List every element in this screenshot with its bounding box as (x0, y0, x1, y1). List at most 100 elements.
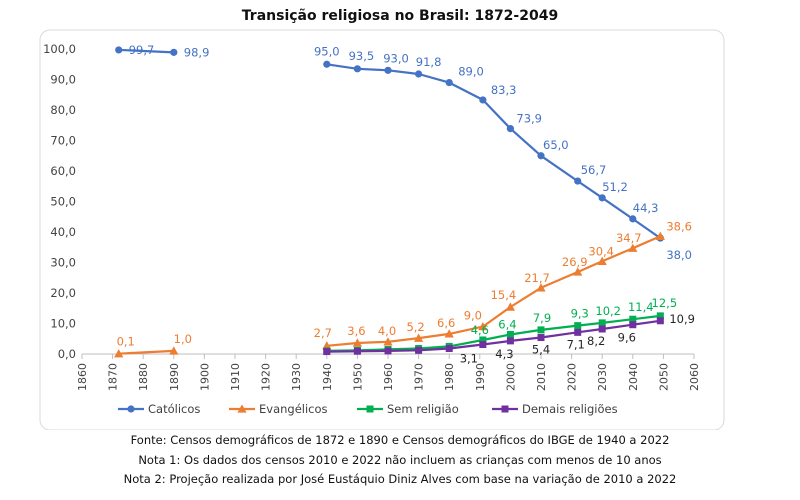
x-tick-label: 2050 (657, 363, 670, 391)
data-label: 3,6 (347, 324, 365, 338)
data-point (479, 96, 487, 104)
data-label: 7,9 (533, 311, 551, 325)
data-label: 4,0 (378, 324, 396, 338)
legend-marker (501, 405, 509, 413)
legend-label: Demais religiões (522, 402, 618, 416)
x-tick-label: 1900 (198, 363, 211, 391)
data-label: 44,3 (633, 201, 659, 215)
data-point (573, 267, 583, 276)
data-point (169, 346, 179, 355)
x-tick-label: 1990 (474, 363, 487, 391)
data-label: 51,2 (602, 180, 628, 194)
series-line (326, 63, 661, 240)
data-label: 83,3 (491, 83, 517, 97)
data-label: 38,0 (666, 248, 692, 262)
data-label: 65,0 (543, 138, 569, 152)
legend-marker (127, 405, 135, 413)
data-label: 7,1 (567, 337, 585, 351)
data-point (574, 322, 582, 330)
y-tick-label: 90,0 (50, 73, 76, 87)
series-line (326, 235, 661, 347)
data-point (383, 337, 393, 346)
data-label: 93,0 (383, 51, 409, 65)
data-point (384, 66, 392, 74)
legend-label: Evangélicos (259, 402, 328, 416)
data-point (628, 243, 638, 252)
data-point (506, 330, 514, 338)
data-label: 99,7 (129, 43, 155, 57)
series-line (118, 349, 174, 355)
legend-label: Sem religião (387, 402, 459, 416)
series-line (326, 319, 661, 353)
data-label: 26,9 (562, 255, 588, 269)
data-label: 5,2 (406, 320, 424, 334)
data-label: 0,1 (117, 335, 135, 349)
x-tick-label: 1860 (76, 363, 89, 391)
x-tick-label: 1880 (137, 363, 150, 391)
data-point (353, 347, 361, 355)
x-tick-label: 1920 (260, 363, 273, 391)
data-point (384, 347, 392, 355)
data-point (506, 125, 514, 133)
data-label: 2,7 (314, 326, 332, 340)
data-label: 9,6 (618, 331, 636, 345)
data-label: 4,6 (471, 323, 489, 337)
x-tick-label: 1950 (351, 363, 364, 391)
data-point (479, 336, 487, 344)
x-tick-label: 1910 (229, 363, 242, 391)
x-tick-label: 2060 (688, 363, 701, 391)
chart-notes: Fonte: Censos demográficos de 1872 e 189… (0, 431, 800, 490)
x-tick-label: 1940 (321, 363, 334, 391)
data-point (322, 341, 332, 350)
data-point (115, 46, 123, 54)
data-label: 95,0 (314, 44, 340, 58)
y-tick-label: 30,0 (50, 256, 76, 270)
data-point (629, 315, 637, 323)
data-point (505, 302, 515, 311)
legend-label: Católicos (148, 402, 200, 416)
x-tick-label: 2030 (596, 363, 609, 391)
data-point (352, 338, 362, 347)
chart-area: 0,0 10,0 20,0 30,0 40,0 50,0 60,0 70,0 80,0 90,0 1… (39, 29, 725, 430)
x-tick-label: 2010 (535, 363, 548, 391)
data-label: 10,2 (595, 304, 621, 318)
data-label: 38,6 (666, 219, 692, 233)
data-label: 89,0 (458, 65, 484, 79)
y-tick-label: 10,0 (50, 317, 76, 331)
data-point (478, 321, 488, 331)
data-point (656, 312, 664, 320)
source-note: Fonte: Censos demográficos de 1872 e 189… (130, 433, 670, 447)
data-label: 6,4 (498, 317, 516, 331)
data-point (114, 349, 124, 358)
series-line (326, 314, 661, 352)
data-point (598, 325, 606, 333)
x-tick-label: 1980 (443, 363, 456, 391)
data-point (598, 194, 606, 202)
legend-marker (237, 404, 247, 413)
data-point (445, 78, 453, 87)
data-point (445, 345, 453, 353)
data-point (598, 319, 606, 327)
data-label: 30,4 (588, 244, 614, 258)
data-label: 5,4 (532, 343, 550, 357)
y-tick-label: 20,0 (50, 286, 76, 300)
data-point (323, 348, 331, 356)
data-label: 9,0 (464, 309, 482, 323)
data-point (537, 334, 545, 342)
x-tick-label: 2000 (504, 363, 517, 391)
data-point (415, 346, 423, 354)
data-label: 98,9 (184, 45, 210, 59)
y-tick-label: 50,0 (50, 195, 76, 209)
data-point (629, 321, 637, 329)
data-point (414, 333, 424, 342)
note-1: Nota 1: Os dados dos censos 2010 e 2022 … (138, 452, 662, 467)
data-point (536, 283, 546, 292)
series-line (118, 48, 174, 54)
data-point (574, 328, 582, 336)
data-point (506, 337, 514, 345)
x-tick-label: 1890 (168, 363, 181, 391)
y-tick-label: 70,0 (50, 134, 76, 148)
data-label: 8,2 (587, 334, 605, 348)
data-point (170, 48, 178, 56)
data-label: 3,1 (460, 352, 478, 366)
